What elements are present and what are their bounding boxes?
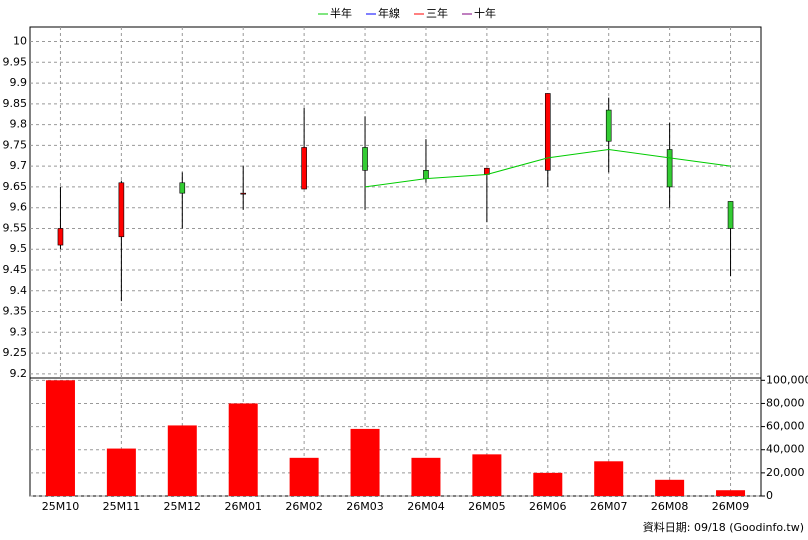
- x-tick-label: 25M10: [42, 500, 80, 513]
- legend-label: 年線: [378, 6, 400, 20]
- candle-body: [118, 182, 125, 238]
- y-tick-label: 9.7: [10, 159, 28, 172]
- candle-body: [57, 228, 64, 246]
- legend-label: 三年: [426, 6, 448, 20]
- y-tick-label: 9.5: [10, 242, 28, 255]
- y-tick-label: 9.3: [10, 325, 28, 338]
- x-tick-label: 26M09: [712, 500, 750, 513]
- y-tick-label: 9.75: [3, 138, 28, 151]
- volume-bar: [533, 472, 563, 496]
- x-tick-label: 26M01: [224, 500, 262, 513]
- volume-bar: [289, 457, 319, 496]
- y2-tick-label: 100,000: [766, 373, 808, 386]
- y-tick-label: 9.4: [10, 284, 28, 297]
- volume-bar: [594, 461, 624, 496]
- volume-bar: [716, 490, 746, 496]
- x-tick-label: 26M07: [590, 500, 628, 513]
- y-tick-label: 10: [13, 35, 27, 48]
- volume-bar: [167, 425, 197, 496]
- candle-body: [666, 149, 673, 188]
- volume-bar: [228, 403, 258, 496]
- y-tick-label: 9.25: [3, 346, 28, 359]
- candle-body: [727, 201, 734, 229]
- y-tick-label: 9.95: [3, 55, 28, 68]
- y2-tick-label: 0: [766, 489, 773, 502]
- y2-tick-label: 20,000: [766, 466, 805, 479]
- y-tick-label: 9.65: [3, 180, 28, 193]
- candle-body: [240, 192, 247, 195]
- plot-frame: [29, 26, 762, 497]
- legend-label: 十年: [474, 6, 496, 20]
- y2-tick-label: 40,000: [766, 443, 805, 456]
- candle-body: [423, 170, 429, 179]
- y2-tick-label: 60,000: [766, 420, 805, 433]
- candle-body: [544, 93, 551, 171]
- y-tick-label: 9.55: [3, 221, 28, 234]
- series-line: [364, 149, 731, 188]
- x-tick-label: 25M11: [103, 500, 141, 513]
- y-tick-label: 9.9: [10, 76, 28, 89]
- y-tick-label: 9.45: [3, 263, 28, 276]
- volume-bar: [350, 428, 380, 496]
- y2-tick-label: 80,000: [766, 396, 805, 409]
- y-tick-label: 9.6: [10, 201, 28, 214]
- candle-body: [179, 182, 186, 194]
- x-tick-label: 26M08: [651, 500, 689, 513]
- candle-body: [362, 147, 368, 171]
- x-tick-label: 26M03: [346, 500, 384, 513]
- x-tick-label: 26M04: [407, 500, 445, 513]
- candle-body: [301, 147, 307, 190]
- candle-body: [605, 109, 612, 142]
- volume-bar: [655, 479, 685, 496]
- x-tick-label: 26M02: [285, 500, 323, 513]
- y-tick-label: 9.2: [10, 367, 28, 380]
- x-tick-label: 25M12: [164, 500, 202, 513]
- y-tick-label: 9.85: [3, 97, 28, 110]
- y-tick-label: 9.35: [3, 305, 28, 318]
- volume-bar: [106, 448, 136, 496]
- y-tick-label: 9.8: [10, 118, 28, 131]
- volume-bar: [411, 457, 441, 496]
- volume-bar: [45, 380, 75, 496]
- x-tick-label: 26M05: [468, 500, 506, 513]
- footer: 資料日期: 09/18 (Goodinfo.tw): [643, 520, 804, 534]
- x-tick-label: 26M06: [529, 500, 567, 513]
- legend-label: 半年: [330, 6, 352, 20]
- volume-bar: [472, 454, 502, 496]
